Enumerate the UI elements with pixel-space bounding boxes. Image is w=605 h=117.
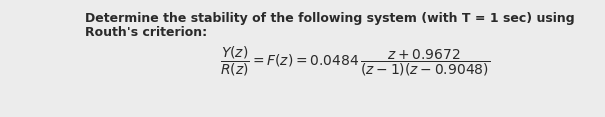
- Text: $\dfrac{Y(z)}{R(z)} = F(z) = 0.0484\,\dfrac{z+0.9672}{(z-1)(z-0.9048)}$: $\dfrac{Y(z)}{R(z)} = F(z) = 0.0484\,\df…: [220, 45, 490, 78]
- Text: Determine the stability of the following system (with T = 1 sec) using: Determine the stability of the following…: [85, 12, 575, 25]
- Text: Routh's criterion:: Routh's criterion:: [85, 26, 207, 39]
